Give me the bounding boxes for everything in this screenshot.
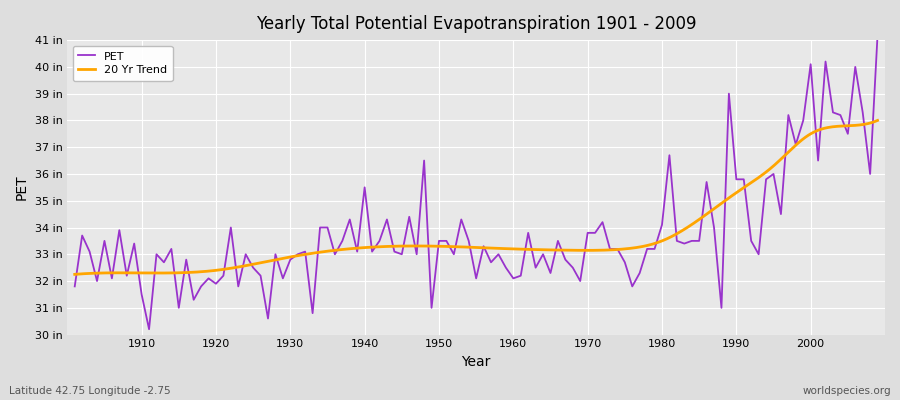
PET (129, 241, 140, 246)
20 Yr Trend (455, 244, 466, 249)
20 Yr Trend (872, 118, 883, 123)
Line: 20 Yr Trend: 20 Yr Trend (75, 120, 878, 274)
PET (508, 276, 518, 281)
Legend: PET, 20 Yr Trend: PET, 20 Yr Trend (73, 46, 173, 81)
Title: Yearly Total Potential Evapotranspiration 1901 - 2009: Yearly Total Potential Evapotranspiratio… (256, 15, 697, 33)
PET (69, 284, 80, 289)
PET (300, 249, 310, 254)
Text: Latitude 42.75 Longitude -2.75: Latitude 42.75 Longitude -2.75 (9, 386, 171, 396)
PET (605, 246, 616, 251)
PET (872, 32, 883, 37)
PET (345, 217, 356, 222)
Y-axis label: PET: PET (15, 174, 29, 200)
PET (144, 327, 155, 332)
20 Yr Trend (69, 272, 80, 277)
20 Yr Trend (853, 123, 864, 128)
PET (516, 273, 526, 278)
20 Yr Trend (504, 246, 515, 251)
Text: worldspecies.org: worldspecies.org (803, 386, 891, 396)
X-axis label: Year: Year (462, 355, 490, 369)
20 Yr Trend (451, 244, 462, 249)
20 Yr Trend (547, 248, 558, 252)
20 Yr Trend (727, 193, 738, 198)
Line: PET: PET (75, 35, 878, 329)
